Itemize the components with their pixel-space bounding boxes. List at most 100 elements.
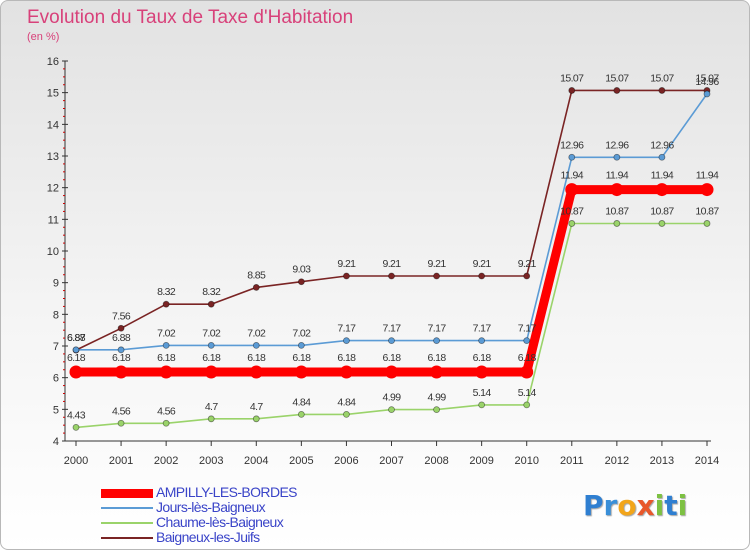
data-label: 10.87	[560, 205, 584, 217]
data-label: 11.94	[606, 170, 629, 182]
chart-title: Evolution du Taux de Taxe d'Habitation	[27, 7, 354, 28]
data-point	[204, 365, 218, 379]
y-tick-label: 8	[53, 309, 59, 321]
data-label: 15.07	[560, 72, 584, 84]
data-point	[703, 220, 711, 227]
data-label: 6.18	[202, 352, 221, 364]
x-tick-label: 2001	[109, 455, 133, 467]
chart-unit: (en %)	[27, 31, 60, 43]
data-point	[475, 365, 489, 379]
data-point	[613, 87, 621, 94]
data-point	[162, 341, 170, 349]
data-label: 5.14	[473, 387, 492, 399]
y-tick-label: 9	[53, 278, 59, 290]
data-label: 4.84	[292, 396, 311, 408]
data-point	[162, 419, 170, 427]
data-label: 6.18	[473, 352, 492, 364]
data-point	[343, 337, 350, 345]
data-label: 4.7	[205, 401, 219, 413]
data-label: 12.96	[650, 139, 674, 151]
data-label: 4.7	[250, 401, 264, 413]
data-point	[114, 365, 128, 379]
data-label: 6.87	[67, 332, 86, 344]
data-point	[252, 341, 260, 349]
x-tick-label: 2011	[560, 455, 584, 467]
data-label: 6.18	[247, 352, 266, 364]
x-tick-label: 2014	[695, 455, 719, 467]
data-label: 15.07	[650, 72, 674, 84]
y-tick-label: 6	[53, 373, 59, 385]
data-label: 4.84	[337, 396, 356, 408]
data-point	[385, 365, 398, 379]
data-label: 4.56	[157, 405, 176, 417]
data-point	[388, 272, 395, 280]
data-point	[658, 87, 666, 94]
data-point	[613, 153, 621, 161]
x-tick-label: 2003	[199, 455, 223, 467]
data-label: 9.21	[382, 258, 401, 270]
data-point	[655, 183, 669, 197]
y-tick-label: 10	[47, 246, 59, 258]
data-point	[297, 278, 305, 286]
data-point	[520, 365, 534, 379]
x-tick-label: 2006	[334, 455, 358, 467]
data-point	[252, 284, 260, 291]
data-label: 6.88	[112, 332, 131, 344]
series-labels: 6.18 6.18 6.18 6.18 6.18 6.18 6.18 6.18 6.18 6.18…	[67, 72, 720, 421]
data-label: 8.32	[202, 286, 221, 298]
data-label: 4.43	[67, 409, 86, 421]
y-tick-label: 12	[47, 183, 59, 195]
data-label: 7.17	[518, 323, 537, 335]
data-point	[249, 365, 263, 379]
data-point	[343, 272, 350, 280]
data-point	[72, 346, 80, 354]
data-label: 4.56	[112, 405, 131, 417]
data-label: 9.03	[292, 264, 311, 276]
data-label: 7.17	[382, 323, 401, 335]
legend-swatch	[101, 488, 153, 498]
data-label: 7.02	[202, 327, 221, 339]
data-point	[207, 341, 215, 349]
data-label: 7.02	[157, 327, 176, 339]
legend-swatch	[101, 522, 153, 524]
x-tick-label: 2009	[469, 455, 493, 467]
logo-letter: r	[603, 489, 618, 522]
x-tick-label: 2012	[605, 455, 629, 467]
legend-label: AMPILLY-LES-BORDES	[156, 484, 298, 500]
y-tick-label: 5	[53, 404, 59, 416]
x-tick-label: 2007	[379, 455, 403, 467]
data-label: 15.07	[605, 72, 629, 84]
y-tick-label: 4	[53, 436, 59, 448]
data-point	[388, 337, 395, 345]
legend-swatch	[101, 507, 153, 509]
axes: 4 5 6 7 8 9 10 11 12 13 14 15 16 2000 2001 2002 2003 2004…	[47, 56, 719, 467]
data-point	[478, 272, 486, 280]
data-label: 10.87	[695, 205, 719, 217]
data-label: 6.18	[428, 352, 447, 364]
data-point	[297, 341, 305, 349]
data-label: 4.99	[382, 392, 401, 404]
data-point	[700, 183, 714, 197]
data-point	[343, 410, 350, 418]
data-point	[117, 419, 125, 427]
series-line-1	[75, 93, 708, 351]
y-tick-label: 11	[48, 214, 59, 226]
data-point	[69, 365, 83, 379]
data-label: 12.96	[605, 139, 629, 151]
data-label: 10.87	[650, 205, 674, 217]
data-label: 9.21	[337, 258, 356, 270]
logo-letter: i	[654, 489, 665, 522]
data-label: 7.02	[247, 327, 266, 339]
data-point	[610, 183, 624, 197]
data-point	[523, 337, 531, 345]
data-point	[433, 337, 440, 345]
data-point	[568, 87, 576, 94]
logo-letter: t	[664, 489, 678, 522]
data-label: 11.94	[561, 170, 584, 182]
data-label: 7.17	[337, 323, 356, 335]
data-point	[658, 153, 666, 161]
x-tick-label: 2013	[650, 455, 674, 467]
data-label: 6.18	[67, 352, 86, 364]
data-label: 6.18	[337, 352, 356, 364]
y-tick-label: 13	[47, 151, 59, 163]
